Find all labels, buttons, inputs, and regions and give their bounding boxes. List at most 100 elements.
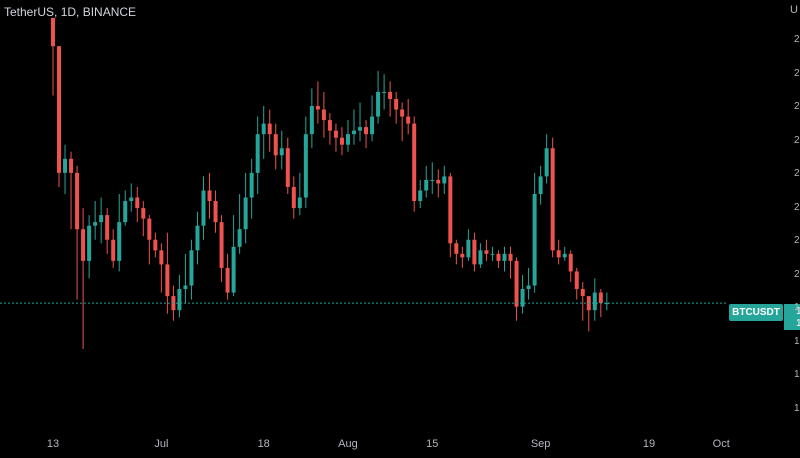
candle-body xyxy=(580,289,585,297)
candle-body xyxy=(303,134,308,198)
y-axis-tick-label: 2 xyxy=(794,235,800,246)
candle-body xyxy=(105,215,110,240)
currency-label: U xyxy=(790,4,798,16)
candle-body xyxy=(141,208,146,219)
candle-body xyxy=(273,134,278,156)
candle-body xyxy=(388,91,393,99)
candle-body xyxy=(135,197,140,209)
candle-body xyxy=(436,179,441,184)
candle-body xyxy=(598,292,603,304)
candle-body xyxy=(123,201,128,223)
candle-body xyxy=(75,172,80,230)
candle-body xyxy=(352,130,356,135)
candle-body xyxy=(496,253,501,261)
candle-body xyxy=(147,218,152,240)
candle-body xyxy=(153,239,158,251)
y-axis-tick-label: 2 xyxy=(794,101,800,112)
candle-body xyxy=(370,116,375,135)
y-axis-tick-label: 2 xyxy=(794,67,800,79)
candle-body xyxy=(538,176,543,194)
candle-body xyxy=(183,285,188,290)
candle-body xyxy=(255,134,260,173)
candle-body xyxy=(478,250,483,265)
candle-body xyxy=(93,222,98,226)
candle-body xyxy=(412,123,417,202)
x-axis-tick-label: Jul xyxy=(154,438,169,450)
candle-body xyxy=(592,292,597,311)
y-axis-tick-label: 2 xyxy=(794,34,800,45)
candle-body xyxy=(327,120,332,131)
x-axis-tick-label: Aug xyxy=(338,438,358,450)
price-badge xyxy=(784,304,800,330)
candle-body xyxy=(508,253,513,261)
candle-body xyxy=(213,201,218,223)
candle-body xyxy=(466,239,471,258)
candle-body xyxy=(189,250,194,286)
candle-body xyxy=(448,176,453,244)
candle-body xyxy=(243,197,248,230)
y-axis-tick-label: 1 xyxy=(794,369,800,380)
y-axis-tick-label: 1 xyxy=(794,335,800,347)
y-axis-tick-label: 1 xyxy=(794,302,800,313)
candle-body xyxy=(291,186,296,209)
y-axis-tick-label: 2 xyxy=(794,168,800,179)
candle-body xyxy=(514,260,519,307)
candle-body xyxy=(550,148,555,251)
x-axis-tick-label: 13 xyxy=(46,438,60,450)
candle-body xyxy=(400,109,405,117)
candle-body xyxy=(345,134,350,145)
candles-group xyxy=(51,18,609,349)
candle-body xyxy=(376,91,381,117)
price-badge-digit: 1 xyxy=(796,306,800,317)
candle-body xyxy=(267,123,272,135)
candle-body xyxy=(285,148,290,187)
candle-body xyxy=(159,250,164,265)
candle-body xyxy=(219,222,224,268)
candle-body xyxy=(442,176,447,184)
candle-body xyxy=(490,253,495,255)
candle-body xyxy=(51,18,55,47)
y-axis-tick-label: 2 xyxy=(794,201,800,213)
candle-body xyxy=(261,123,266,135)
candle-body xyxy=(321,109,326,121)
x-axis-tick-label: 19 xyxy=(642,438,656,450)
chart-title: TetherUS, 1D, BINANCE xyxy=(4,5,137,19)
candle-body xyxy=(562,253,567,258)
candle-body xyxy=(382,91,387,93)
candle-body xyxy=(364,127,369,135)
candle-body xyxy=(430,179,435,181)
candle-body xyxy=(544,148,549,177)
candle-body xyxy=(195,225,200,251)
x-axis-tick-label: 18 xyxy=(257,438,270,450)
candle-body xyxy=(201,190,206,226)
candle-body xyxy=(207,190,212,202)
x-axis-tick-label: Sep xyxy=(530,438,551,450)
x-axis-tick-label: Oct xyxy=(712,438,730,450)
candle-body xyxy=(279,148,284,156)
candle-body xyxy=(394,98,399,110)
candle-body xyxy=(604,303,609,305)
candle-body xyxy=(87,225,92,261)
candle-body xyxy=(63,158,68,173)
candle-body xyxy=(472,239,477,265)
candle-body xyxy=(454,243,459,254)
candle-body xyxy=(424,179,429,191)
candle-body xyxy=(57,46,62,173)
candle-body xyxy=(69,158,74,173)
candle-body xyxy=(339,137,344,145)
candle-body xyxy=(231,246,236,293)
ticker-badge: BTCUSDT xyxy=(729,304,783,321)
x-axis-tick-label: 15 xyxy=(426,438,439,450)
candle-body xyxy=(297,197,302,209)
candle-body xyxy=(225,267,230,293)
candle-body xyxy=(502,253,507,261)
price-badge-digit: 1 xyxy=(796,318,800,329)
candle-body xyxy=(177,289,182,311)
candle-body xyxy=(99,215,104,223)
candle-body xyxy=(309,106,314,135)
candle-body xyxy=(117,222,122,261)
candle-body xyxy=(111,239,116,261)
candle-body xyxy=(333,130,338,138)
candle-body xyxy=(520,289,525,307)
